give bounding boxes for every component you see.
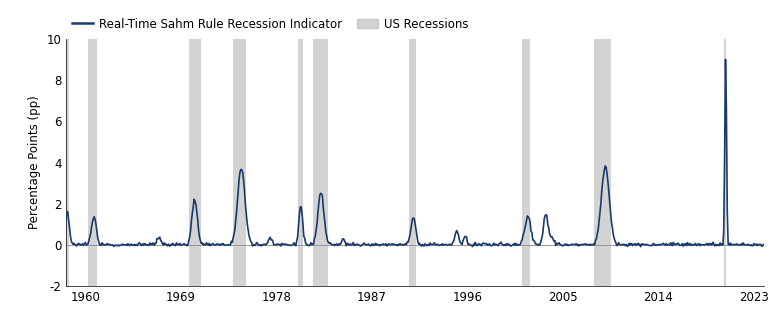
Y-axis label: Percentage Points (pp): Percentage Points (pp) — [28, 96, 41, 229]
Bar — [233, 39, 246, 286]
Bar — [58, 39, 69, 286]
Bar — [409, 39, 416, 286]
Legend: Real-Time Sahm Rule Recession Indicator, US Recessions: Real-Time Sahm Rule Recession Indicator,… — [73, 18, 468, 31]
Bar — [522, 39, 530, 286]
Bar — [724, 39, 726, 286]
Bar — [594, 39, 611, 286]
Bar — [189, 39, 201, 286]
Bar — [314, 39, 328, 286]
Bar — [298, 39, 303, 286]
Bar — [88, 39, 97, 286]
